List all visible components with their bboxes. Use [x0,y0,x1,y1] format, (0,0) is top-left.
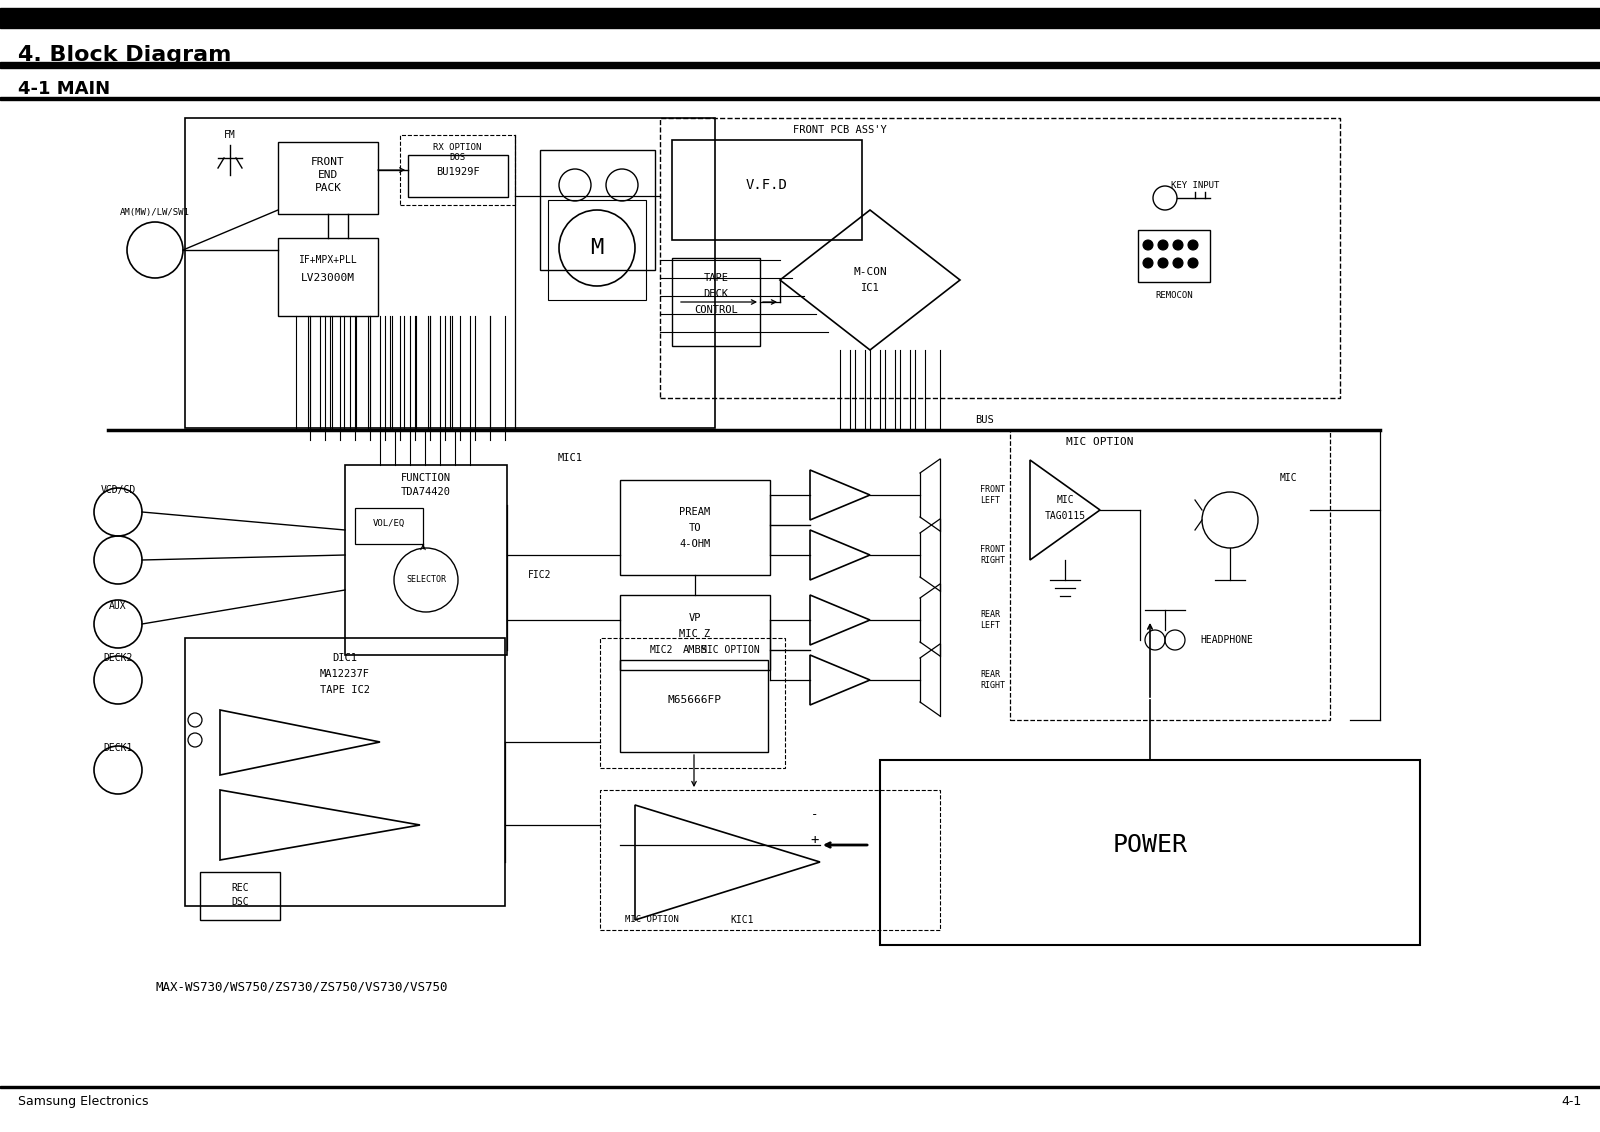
Text: FRONT PCB ASS'Y: FRONT PCB ASS'Y [794,125,886,135]
Text: FRONT: FRONT [310,157,346,168]
Bar [346,465,507,655]
Circle shape [1142,258,1154,268]
Bar [0,97,1600,100]
Text: DECK: DECK [704,289,728,299]
Bar [1010,430,1330,720]
Text: SELECTOR: SELECTOR [406,575,446,584]
Text: PACK: PACK [315,183,341,192]
Bar [1138,230,1210,282]
Text: BU1929F: BU1929F [437,168,480,177]
Text: MIC OPTION: MIC OPTION [626,916,678,925]
Text: FIC2: FIC2 [528,571,552,580]
Text: IF+MPX+PLL: IF+MPX+PLL [299,255,357,265]
Text: KIC1: KIC1 [730,915,754,925]
Bar [186,638,506,906]
Text: M-CON: M-CON [853,267,886,277]
Text: BUS: BUS [976,415,994,424]
Circle shape [1173,240,1182,250]
Text: MIC2: MIC2 [650,645,674,655]
Bar [355,508,422,544]
Bar [0,8,1600,28]
Text: FRONT
RIGHT: FRONT RIGHT [979,546,1005,565]
Circle shape [1187,240,1198,250]
Text: VOL/EQ: VOL/EQ [373,518,405,528]
Text: TAPE: TAPE [704,273,728,283]
Text: 4-1 MAIN: 4-1 MAIN [18,80,110,98]
Text: POWER: POWER [1112,833,1187,857]
Text: MIC: MIC [1280,473,1298,483]
Text: KEY INPUT: KEY INPUT [1171,180,1219,189]
Bar [408,155,509,197]
Bar [880,760,1421,945]
Text: DIC1: DIC1 [333,653,357,663]
Text: 4. Block Diagram: 4. Block Diagram [18,45,232,65]
Text: DOS: DOS [450,154,466,163]
Text: VCD/CD: VCD/CD [101,484,136,495]
Text: MAX-WS730/WS750/ZS730/ZS750/VS730/VS750: MAX-WS730/WS750/ZS730/ZS750/VS730/VS750 [155,980,448,993]
Text: MIC1: MIC1 [557,453,582,463]
Bar [547,200,646,300]
Bar [278,238,378,316]
Text: 4-OHM: 4-OHM [680,539,710,549]
Text: FRONT
LEFT: FRONT LEFT [979,486,1005,505]
Text: DECK1: DECK1 [104,743,133,753]
Text: VP: VP [688,614,701,623]
Text: MIC OPTION: MIC OPTION [1066,437,1134,447]
Text: M: M [590,238,603,258]
Text: END: END [318,170,338,180]
Text: DECK2: DECK2 [104,653,133,663]
Text: AMBS: AMBS [683,645,707,655]
Bar [186,118,715,428]
Text: MA12237F: MA12237F [320,669,370,679]
Bar [621,480,770,575]
Text: MIC Z: MIC Z [680,629,710,638]
Text: REAR
RIGHT: REAR RIGHT [979,670,1005,689]
Text: AUX: AUX [109,601,126,611]
Circle shape [1158,240,1168,250]
Bar [200,872,280,920]
Text: RX OPTION: RX OPTION [434,143,482,152]
Bar [600,638,786,767]
Bar [600,790,941,931]
Text: +: + [811,833,819,847]
Text: REMOCON: REMOCON [1155,292,1194,300]
Text: TAPE IC2: TAPE IC2 [320,685,370,695]
Bar [0,1086,1600,1088]
Text: TAG0115: TAG0115 [1045,511,1085,521]
Text: REC: REC [230,883,250,893]
Bar [278,142,378,214]
Bar [661,118,1341,398]
Bar [0,62,1600,68]
Bar [621,660,768,752]
Circle shape [1173,258,1182,268]
Text: REAR
LEFT: REAR LEFT [979,610,1000,629]
Text: TDA74420: TDA74420 [402,487,451,497]
Text: PREAM: PREAM [680,507,710,517]
Text: TO: TO [688,523,701,533]
Text: AM(MW)/LW/SW1: AM(MW)/LW/SW1 [120,207,190,216]
Bar [400,135,515,205]
Text: -: - [811,808,819,822]
Bar [541,151,654,271]
Text: Samsung Electronics: Samsung Electronics [18,1095,149,1108]
Circle shape [1187,258,1198,268]
Circle shape [1158,258,1168,268]
Text: M65666FP: M65666FP [667,695,722,705]
Bar [672,140,862,240]
Bar [672,258,760,346]
Text: CONTROL: CONTROL [694,305,738,315]
Text: MIC OPTION: MIC OPTION [701,645,760,655]
Text: LV23000M: LV23000M [301,273,355,283]
Text: DSC: DSC [230,897,250,907]
Text: 4-1: 4-1 [1562,1095,1582,1108]
Text: V.F.D: V.F.D [746,178,787,192]
Text: FM: FM [224,130,235,140]
Bar [621,595,770,670]
Text: FUNCTION: FUNCTION [402,473,451,483]
Text: IC1: IC1 [861,283,880,293]
Text: HEADPHONE: HEADPHONE [1200,635,1253,645]
Circle shape [1142,240,1154,250]
Text: MIC: MIC [1056,495,1074,505]
